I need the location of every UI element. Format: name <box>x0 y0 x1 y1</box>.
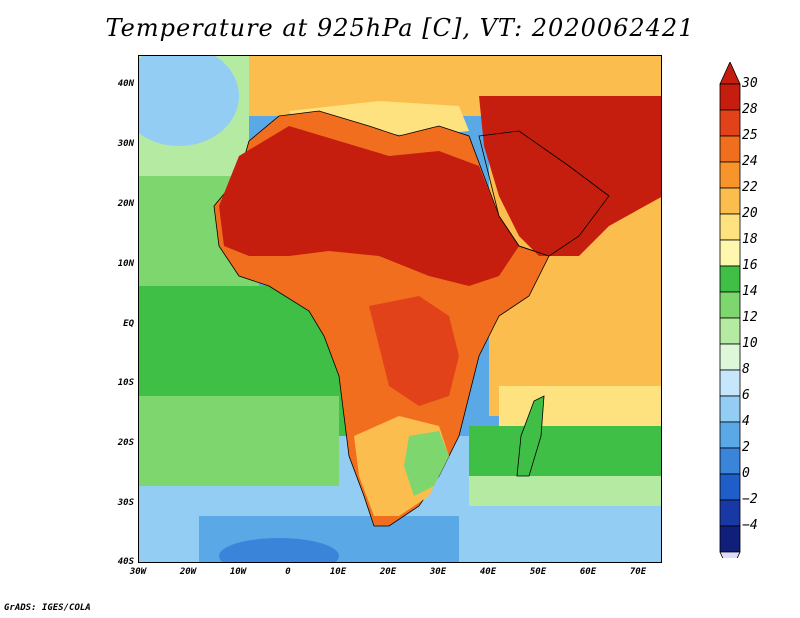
colorbar-segment <box>719 213 741 241</box>
colorbar-segment <box>719 239 741 267</box>
lon-label-10w: 10W <box>229 567 247 577</box>
colorbar-segment <box>719 109 741 137</box>
colorbar-segment <box>719 499 741 527</box>
ocean-south-coldest <box>219 538 339 562</box>
colorbar <box>719 62 741 558</box>
lon-label-50e: 50E <box>529 567 547 577</box>
lat-label-30s: 30S <box>117 498 134 508</box>
colorbar-segment <box>719 161 741 189</box>
lon-label-0: 0 <box>285 567 291 577</box>
lat-label-20s: 20S <box>117 438 134 448</box>
colorbar-segment <box>719 135 741 163</box>
colorbar-label: 22 <box>742 180 758 195</box>
colorbar-segment <box>719 343 741 371</box>
lat-label-40n: 40N <box>117 79 134 89</box>
colorbar-top-arrow <box>719 62 741 85</box>
lon-label-60e: 60E <box>579 567 597 577</box>
colorbar-label: 2 <box>742 440 750 455</box>
ocean-south-atlantic <box>139 396 339 486</box>
colorbar-label: 10 <box>742 336 758 351</box>
map-title: Temperature at 925hPa [C], VT: 202006242… <box>105 14 695 42</box>
colorbar-label: 24 <box>742 154 758 169</box>
colorbar-label: 12 <box>742 310 758 325</box>
lon-label-10e: 10E <box>329 567 347 577</box>
colorbar-segment <box>719 447 741 475</box>
sahara-hot-core <box>219 126 519 286</box>
arabia-outline <box>478 130 610 257</box>
colorbar-segment <box>719 369 741 397</box>
lat-label-20n: 20N <box>117 199 134 209</box>
lat-label-30n: 30N <box>117 139 134 149</box>
colorbar-label: 18 <box>742 232 758 247</box>
colorbar-label: 30 <box>742 76 758 91</box>
colorbar-segment <box>719 525 741 553</box>
southern-africa-green <box>404 431 449 496</box>
colorbar-segment <box>719 265 741 293</box>
lat-label-40s: 40S <box>117 557 134 567</box>
colorbar-label: 20 <box>742 206 758 221</box>
map-panel <box>138 55 662 563</box>
central-africa-warm <box>369 296 459 406</box>
colorbar-label: −2 <box>742 492 758 507</box>
lon-label-30w: 30W <box>129 567 147 577</box>
colorbar-label: 25 <box>742 128 758 143</box>
temperature-map <box>139 56 661 562</box>
lon-label-40e: 40E <box>479 567 497 577</box>
ocean-atlantic-cool <box>139 56 239 146</box>
colorbar-label: 6 <box>742 388 750 403</box>
colorbar-label: −4 <box>742 518 758 533</box>
colorbar-bottom-arrow <box>719 551 741 558</box>
colorbar-label: 16 <box>742 258 758 273</box>
madagascar <box>516 395 545 477</box>
colorbar-label: 14 <box>742 284 758 299</box>
lat-label-eq: EQ <box>123 319 134 329</box>
lon-label-20w: 20W <box>179 567 197 577</box>
colorbar-label: 8 <box>742 362 750 377</box>
lon-label-30e: 30E <box>429 567 447 577</box>
colorbar-segment <box>719 473 741 501</box>
arabia-hot-core <box>479 96 661 256</box>
colorbar-segment <box>719 83 741 111</box>
credit-text: GrADS: IGES/COLA <box>4 603 91 613</box>
colorbar-segment <box>719 395 741 423</box>
colorbar-label: 0 <box>742 466 750 481</box>
colorbar-segment <box>719 187 741 215</box>
colorbar-segment <box>719 317 741 345</box>
lon-label-70e: 70E <box>629 567 647 577</box>
lat-label-10n: 10N <box>117 259 134 269</box>
colorbar-segment <box>719 421 741 449</box>
lat-label-10s: 10S <box>117 378 134 388</box>
colorbar-label: 4 <box>742 414 750 429</box>
ocean-indian-cold <box>469 506 661 562</box>
colorbar-label: 28 <box>742 102 758 117</box>
colorbar-segment <box>719 291 741 319</box>
lon-label-20e: 20E <box>379 567 397 577</box>
